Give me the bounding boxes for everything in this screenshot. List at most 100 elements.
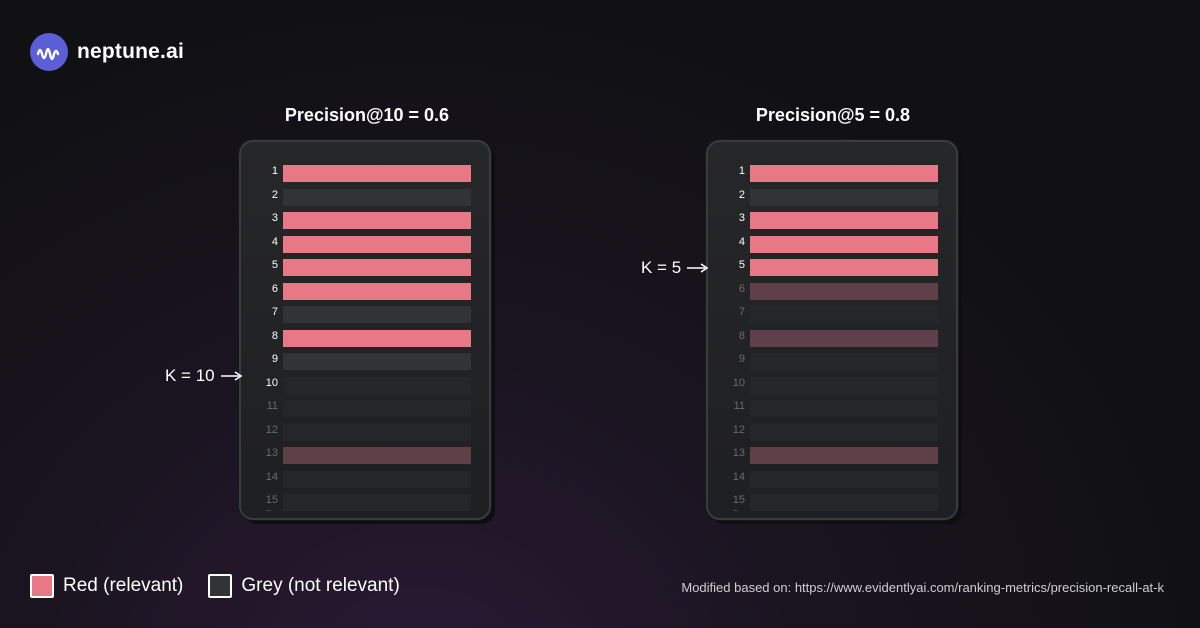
ranking-row: 6	[720, 280, 940, 304]
rank-number: 10	[732, 376, 745, 389]
rank-number: 3	[271, 212, 278, 224]
ranking-row: 3	[720, 209, 940, 233]
rank-bar-irrelevant-active	[283, 306, 471, 323]
legend-swatch-grey	[208, 574, 233, 598]
ranking-row: 10	[720, 374, 940, 398]
rank-bar-irrelevant-inactive	[750, 400, 938, 417]
rank-number: 9	[738, 353, 745, 365]
brand-logo: neptune.ai	[30, 33, 184, 71]
legend-item-not-relevant: Grey (not relevant)	[208, 574, 400, 598]
rank-bar-relevant-active	[750, 165, 938, 182]
brand-name: neptune.ai	[77, 40, 185, 63]
rank-bar-irrelevant-inactive	[750, 423, 938, 441]
rank-bar-relevant-inactive	[750, 447, 938, 464]
rank-number: 3	[738, 212, 745, 224]
rank-bar-irrelevant-inactive	[750, 306, 938, 323]
ranking-row: 8	[720, 327, 940, 351]
legend-item-relevant: Red (relevant)	[30, 574, 183, 598]
rank-bar-relevant-active	[750, 212, 938, 229]
rank-number: 5	[271, 259, 278, 271]
k-marker-5: K = 5	[641, 258, 709, 278]
rank-number: 4	[271, 235, 278, 248]
ranking-row: 2	[720, 186, 940, 210]
rank-number: 8	[271, 329, 278, 342]
ranking-row: 14	[720, 468, 940, 492]
rank-number: 6	[738, 282, 745, 295]
rank-number: 15	[732, 494, 745, 506]
rank-bar-irrelevant-inactive	[750, 470, 938, 488]
ranking-row: 3	[253, 209, 473, 233]
ranking-row: 2	[253, 186, 473, 210]
legend-label: Red (relevant)	[63, 575, 184, 596]
rank-number: 5	[738, 259, 745, 271]
ranking-row: 4	[720, 233, 940, 257]
rank-number: 9	[271, 353, 278, 365]
ranking-row: 11	[720, 397, 940, 421]
ranking-row: 9	[253, 350, 473, 374]
ranking-row: 7	[253, 303, 473, 327]
neptune-wave-icon	[30, 33, 68, 71]
rank-number: 1	[271, 165, 278, 177]
rank-bar-relevant-active	[283, 329, 471, 347]
rank-bar-relevant-inactive	[750, 329, 938, 347]
ranking-row: 5	[720, 256, 940, 280]
legend-swatch-red	[30, 574, 54, 598]
ranking-row: 10	[253, 374, 473, 398]
rank-bar-relevant-active	[283, 165, 471, 182]
ranking-rows: 1 2 3 4 5 6 7 8 9 10 11 12 13 14 15	[253, 162, 473, 515]
rank-number: 11	[733, 400, 745, 412]
legend: Red (relevant) Grey (not relevant)	[30, 574, 425, 598]
continuation-dots: ...	[733, 503, 738, 513]
rank-bar-relevant-inactive	[283, 447, 471, 464]
arrow-right-icon	[687, 263, 709, 273]
ranking-row: 12	[720, 421, 940, 445]
continuation-dots: ...	[266, 503, 271, 513]
rank-bar-relevant-active	[283, 282, 471, 300]
rank-bar-relevant-active	[283, 212, 471, 229]
ranking-row: 15	[253, 491, 473, 515]
ranking-rows: 1 2 3 4 5 6 7 8 9 10 11 12 13 14 15	[720, 162, 940, 515]
arrow-right-icon	[220, 371, 243, 381]
rank-bar-irrelevant-inactive	[283, 423, 471, 441]
rank-number: 11	[266, 400, 278, 412]
panel-title-precision-at-10: Precision@10 = 0.6	[284, 105, 450, 125]
rank-number: 15	[265, 494, 278, 506]
k-marker-10: K = 10	[165, 366, 243, 386]
rank-number: 8	[738, 329, 745, 342]
rank-number: 2	[271, 188, 278, 201]
rank-bar-relevant-active	[750, 235, 938, 253]
ranking-row: 4	[253, 233, 473, 257]
rank-number: 6	[271, 282, 278, 295]
rank-number: 12	[732, 423, 745, 436]
ranking-row: 12	[253, 421, 473, 445]
rank-bar-irrelevant-inactive	[750, 376, 938, 394]
legend-label: Grey (not relevant)	[241, 575, 400, 596]
ranking-row: 1	[253, 162, 473, 186]
ranking-row: 8	[253, 327, 473, 351]
ranking-row: 9	[720, 350, 940, 374]
rank-bar-irrelevant-inactive	[283, 494, 471, 511]
ranking-row: 7	[720, 303, 940, 327]
rank-bar-relevant-active	[750, 259, 938, 276]
rank-number: 10	[265, 376, 278, 389]
rank-bar-irrelevant-inactive	[750, 353, 938, 370]
rank-number: 2	[738, 188, 745, 201]
ranking-row: 6	[253, 280, 473, 304]
source-attribution: Modified based on: https://www.evidently…	[681, 580, 1164, 595]
rank-bar-irrelevant-active	[283, 188, 471, 206]
rank-number: 13	[732, 447, 745, 459]
panel-title-precision-at-5: Precision@5 = 0.8	[755, 105, 911, 125]
k-label: K = 10	[165, 366, 215, 385]
ranking-row: 14	[253, 468, 473, 492]
ranking-list-card-k10: 1 2 3 4 5 6 7 8 9 10 11 12 13 14 15 ...	[239, 140, 491, 520]
rank-bar-irrelevant-active	[750, 188, 938, 206]
rank-bar-irrelevant-inactive	[750, 494, 938, 511]
rank-number: 13	[265, 447, 278, 459]
ranking-row: 13	[720, 444, 940, 468]
rank-number: 7	[738, 306, 745, 318]
rank-number: 4	[738, 235, 745, 248]
rank-bar-irrelevant-active-dim	[283, 376, 471, 394]
rank-bar-relevant-inactive	[750, 282, 938, 300]
ranking-row: 13	[253, 444, 473, 468]
ranking-row: 5	[253, 256, 473, 280]
